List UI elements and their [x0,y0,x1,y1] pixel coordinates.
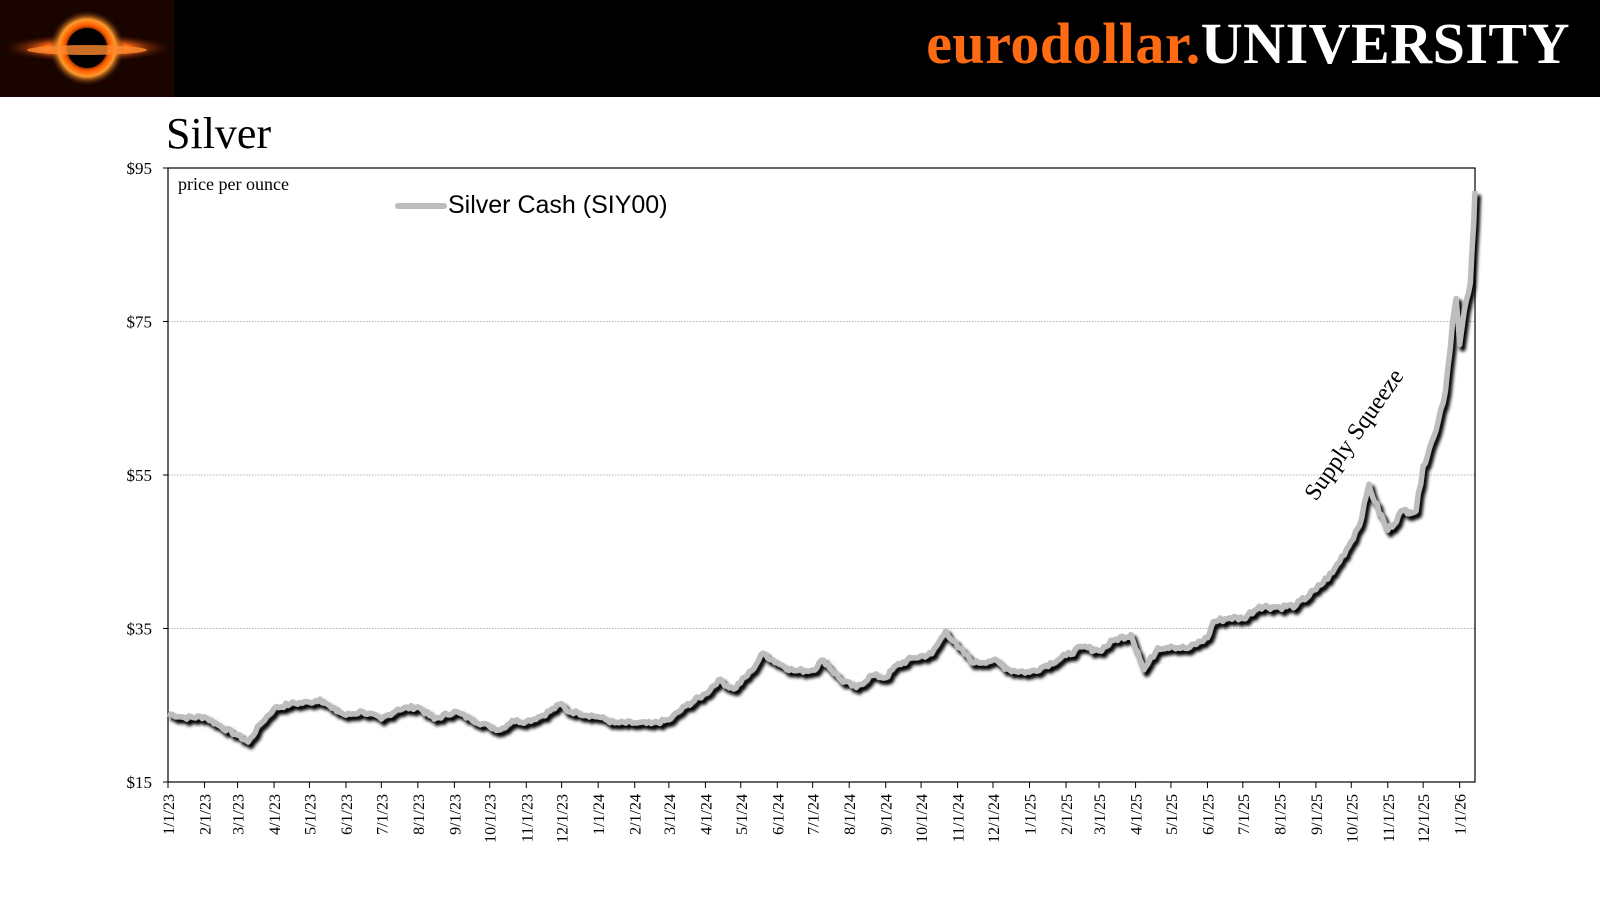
legend: Silver Cash (SIY00) [395,191,668,219]
x-tick-label: 4/1/23 [267,794,284,835]
x-tick-label: 10/1/25 [1344,794,1361,843]
x-tick-label: 4/1/24 [698,794,715,835]
y-tick-label: $55 [127,466,153,485]
x-tick-label: 12/1/23 [555,794,572,843]
x-tick-label: 7/1/24 [806,794,823,835]
x-tick-label: 11/1/23 [519,794,536,842]
legend-label: Silver Cash (SIY00) [448,191,668,219]
x-tick-label: 10/1/24 [914,794,931,843]
chart-title: Silver [166,109,272,158]
x-tick-label: 12/1/24 [986,794,1003,843]
x-tick-label: 2/1/25 [1059,794,1076,835]
x-tick-label: 5/1/24 [734,794,751,835]
x-tick-label: 2/1/24 [628,794,645,835]
x-tick-label: 4/1/25 [1129,794,1146,835]
series-line [167,190,1478,745]
x-tick-label: 2/1/23 [198,794,215,835]
black-hole-logo-icon [0,0,174,97]
x-tick-label: 1/1/24 [591,794,608,835]
x-tick-label: 3/1/24 [662,794,679,835]
brand-part-1: eurodollar. [926,11,1201,76]
y-axis: $15 $35 $55 $75 $95 [127,159,168,792]
x-tick-label: 12/1/25 [1416,794,1433,843]
x-tick-label: 8/1/23 [411,794,428,835]
annotation-supply-squeeze: Supply Squeeze [1300,364,1410,505]
y-tick-label: $15 [127,773,153,792]
x-tick-label: 8/1/24 [842,794,859,835]
series-silver [167,190,1481,750]
x-tick-label: 1/1/26 [1453,794,1470,835]
x-tick-label: 11/1/24 [951,794,968,842]
x-tick-label: 3/1/23 [231,794,248,835]
x-tick-label: 6/1/25 [1200,794,1217,835]
brand-part-2: UNIVERSITY [1200,11,1570,76]
y-tick-label: $95 [127,159,153,178]
x-tick-label: 9/1/25 [1309,794,1326,835]
x-tick-label: 8/1/25 [1272,794,1289,835]
y-axis-label: price per ounce [178,174,289,194]
x-tick-label: 5/1/25 [1164,794,1181,835]
x-tick-label: 7/1/23 [374,794,391,835]
x-tick-label: 6/1/23 [339,794,356,835]
x-tick-label: 1/1/23 [161,794,178,835]
x-axis: 1/1/23 2/1/23 3/1/23 4/1/23 5/1/23 6/1/23 7/1/… [161,782,1470,843]
y-tick-label: $75 [127,313,153,332]
x-tick-label: 7/1/25 [1236,794,1253,835]
x-tick-label: 5/1/23 [302,794,319,835]
x-tick-label: 11/1/25 [1381,794,1398,842]
grid-lines [168,321,1475,629]
x-tick-label: 9/1/24 [879,794,896,835]
y-tick-label: $35 [127,620,153,639]
brand-wordmark: eurodollar.UNIVERSITY [926,8,1570,80]
x-tick-label: 9/1/23 [447,794,464,835]
x-tick-label: 10/1/23 [483,794,500,843]
x-tick-label: 6/1/24 [770,794,787,835]
header-banner: eurodollar.UNIVERSITY [0,0,1600,97]
x-tick-label: 3/1/25 [1092,794,1109,835]
x-tick-label: 1/1/25 [1023,794,1040,835]
